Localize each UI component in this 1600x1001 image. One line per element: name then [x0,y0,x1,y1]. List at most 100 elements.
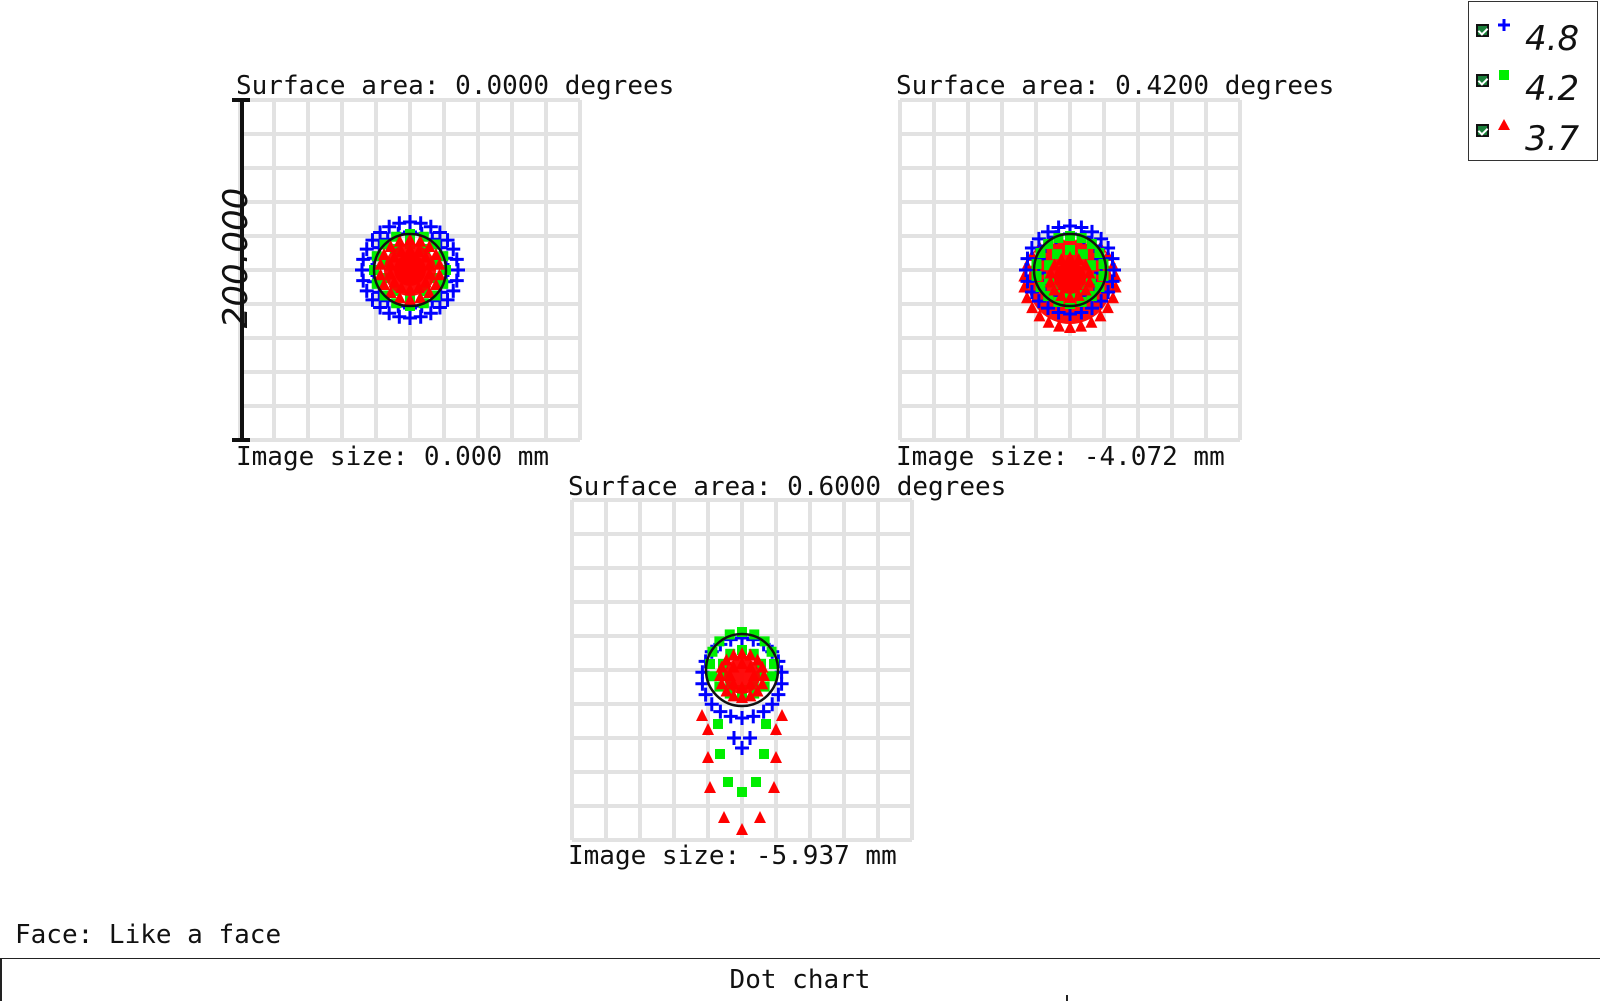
airy-disk-circle [372,232,448,308]
spot-point-plus [743,731,757,745]
spot-point-triangle [419,275,432,288]
spot-point-square [748,648,759,659]
spot-point-plus [432,225,447,240]
spot-point-square [1077,249,1088,260]
spot-point-square [766,671,777,682]
legend-label: 3.7 [1525,119,1580,159]
spot-point-square [713,719,723,729]
spot-point-square [715,749,725,759]
spot-point-triangle [414,234,427,247]
plus-marker-icon [1498,19,1510,31]
spot-point-triangle [1055,289,1068,302]
spot-point-triangle [736,657,748,669]
spot-point-triangle [1052,319,1065,332]
spot-point-triangle [702,751,714,763]
spot-point-plus [423,219,438,234]
spot-point-plus [359,242,374,257]
spot-point-square [1098,259,1109,270]
spot-point-triangle [404,293,416,305]
scale-bar [232,98,250,442]
tab-dot-chart[interactable]: Dot chart [729,965,871,995]
spot-point-triangle [1064,321,1076,333]
spot-point-triangle [384,285,397,298]
spot-point-square [1076,296,1087,307]
legend-item-4-8[interactable]: 4.8 [1469,2,1599,56]
spot-point-square [429,256,440,267]
panel-3-footer: Image size: -5.937 mm [568,841,897,871]
spot-point-plus [1085,224,1099,239]
spot-point-plus [1094,231,1109,246]
spot-point-triangle [1044,275,1057,288]
legend-item-4-2[interactable]: 4.2 [1469,52,1599,106]
spot-point-triangle [374,268,387,281]
spot-point-triangle [1048,258,1061,271]
spot-point-triangle [744,689,757,702]
spot-point-plus [423,306,438,321]
spot-point-triangle [1072,289,1085,302]
spot-point-triangle [1083,266,1096,279]
panel-1-title: Surface area: 0.0000 degrees [236,71,675,101]
spot-point-triangle [423,258,436,271]
spot-point-plus [1051,220,1066,235]
spot-point-plus [382,306,397,321]
spot-point-triangle [404,243,416,255]
spot-point-square [766,646,777,657]
spot-point-triangle [404,283,416,295]
spot-point-triangle [1048,283,1061,296]
spot-point-square [1094,282,1105,292]
spot-point-plus [440,292,455,307]
spot-point-square [1065,299,1075,309]
spot-point-triangle [1079,283,1092,296]
spot-point-triangle [378,248,391,260]
spot-point-square [1065,245,1075,255]
checkbox-checked-icon[interactable] [1476,24,1489,37]
spot-point-square [380,256,391,267]
spot-point-square [1085,260,1096,271]
spot-point-square [1031,270,1042,281]
spot-point-square [749,629,760,640]
spot-point-triangle [1083,275,1096,288]
checkbox-checked-icon[interactable] [1476,124,1489,137]
spot-point-triangle [748,669,760,681]
checkbox-checked-icon[interactable] [1476,74,1489,87]
spot-point-square [1094,248,1105,258]
spot-point-plus [1085,301,1099,316]
spot-point-square [1053,296,1064,307]
spot-point-plus [1041,224,1055,239]
spot-point-triangle [374,257,387,270]
spot-point-triangle [1107,291,1120,304]
spot-point-square [751,777,761,787]
spot-point-plus [440,233,455,248]
spot-point-plus [446,242,461,257]
legend-item-3-7[interactable]: 3.7 [1469,102,1599,156]
spot-point-triangle [736,823,748,835]
spot-point-plus [698,687,713,702]
spot-point-triangle [412,281,425,294]
spot-point-square [1043,238,1054,249]
spot-point-plus [735,741,749,755]
spot-point-square [1044,260,1055,271]
spot-point-plus [1074,220,1089,235]
panel-1-footer: Image size: 0.000 mm [236,442,550,472]
spot-point-plus [723,709,738,724]
spot-point-square [1043,291,1054,302]
legend-label: 4.2 [1525,69,1580,109]
spot-point-triangle [1094,309,1107,322]
square-marker-icon [1499,70,1509,80]
spot-point-square [707,671,718,682]
spot-point-plus [774,676,789,691]
spot-point-triangle [1020,291,1033,304]
spot-panel-2 [898,98,1242,442]
tab-divider [1066,995,1068,1001]
spot-point-triangle [736,647,748,659]
spot-point-triangle [720,684,733,697]
spot-point-square [723,777,733,787]
spot-point-square [737,787,747,797]
spot-point-triangle [776,709,788,721]
spot-point-triangle [423,240,436,253]
spot-point-square [1035,248,1046,258]
spot-point-plus [727,731,741,745]
spot-point-plus [756,704,771,719]
spot-point-plus [365,233,380,248]
